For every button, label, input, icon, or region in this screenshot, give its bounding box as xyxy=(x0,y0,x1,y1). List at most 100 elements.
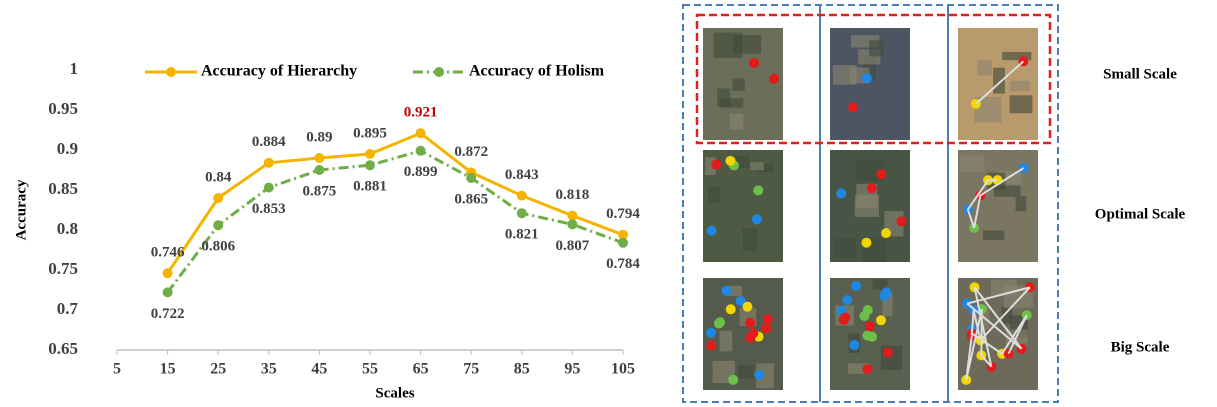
data-label: 0.807 xyxy=(556,238,590,254)
data-label: 0.806 xyxy=(201,239,235,255)
data-point xyxy=(567,211,577,221)
image-texture xyxy=(960,155,985,171)
y-tick-label: 0.7 xyxy=(57,299,79,318)
image-texture xyxy=(1010,95,1033,113)
key-point xyxy=(706,328,716,338)
key-point xyxy=(851,281,861,291)
key-point xyxy=(707,226,717,236)
key-point xyxy=(1019,163,1029,173)
data-point xyxy=(163,287,173,297)
x-tick-label: 15 xyxy=(160,361,176,378)
key-point xyxy=(761,323,771,333)
x-tick-label: 35 xyxy=(261,361,277,378)
data-point xyxy=(213,220,223,230)
y-tick-label: 0.65 xyxy=(48,339,78,358)
data-label: 0.818 xyxy=(556,187,590,203)
x-tick-label: 5 xyxy=(113,361,121,378)
data-label: 0.784 xyxy=(606,256,640,272)
page: Scales Accuracy 0.650.70.750.80.850.90.9… xyxy=(0,0,1217,407)
key-point xyxy=(867,183,877,193)
y-axis-title: Accuracy xyxy=(13,179,29,240)
x-tick-label: 65 xyxy=(413,361,429,378)
key-point xyxy=(711,160,721,170)
key-point xyxy=(706,340,716,350)
key-point xyxy=(863,305,873,315)
image-texture xyxy=(717,88,730,106)
key-point xyxy=(753,185,763,195)
key-point xyxy=(725,156,735,166)
key-point xyxy=(749,58,759,68)
data-point xyxy=(517,191,527,201)
y-tick-label: 0.85 xyxy=(48,179,78,198)
key-point xyxy=(842,295,852,305)
y-tick-label: 0.9 xyxy=(57,139,78,158)
key-point xyxy=(876,169,886,179)
key-point xyxy=(722,286,732,296)
data-point xyxy=(314,153,324,163)
legend-label: Accuracy of Holism xyxy=(469,63,605,80)
x-tick-label: 105 xyxy=(611,361,635,378)
y-tick-label: 0.75 xyxy=(48,259,78,278)
x-tick-label: 45 xyxy=(311,361,327,378)
image-texture xyxy=(835,238,856,258)
data-point xyxy=(213,193,223,203)
image-texture xyxy=(738,365,754,379)
key-point xyxy=(728,375,738,385)
image-texture xyxy=(855,195,879,217)
data-point xyxy=(618,238,628,248)
key-point xyxy=(769,74,779,84)
x-tick-label: 95 xyxy=(564,361,580,378)
data-point xyxy=(517,208,527,218)
image-texture xyxy=(708,186,720,203)
key-point xyxy=(840,313,850,323)
key-point xyxy=(862,331,872,341)
image-texture xyxy=(720,331,733,352)
image-texture xyxy=(732,78,744,90)
image-texture xyxy=(1010,81,1029,91)
legend-label: Accuracy of Hierarchy xyxy=(201,63,357,80)
key-point xyxy=(861,238,871,248)
row-label: Optimal Scale xyxy=(1095,206,1186,222)
image-texture xyxy=(714,33,743,58)
key-point xyxy=(881,287,891,297)
data-point xyxy=(314,165,324,175)
data-label: 0.884 xyxy=(252,134,286,150)
data-label: 0.881 xyxy=(353,179,387,195)
data-point xyxy=(365,149,375,159)
figure: Scales Accuracy 0.650.70.750.80.850.90.9… xyxy=(0,0,1217,407)
image-texture xyxy=(730,114,744,130)
x-tick-label: 85 xyxy=(514,361,530,378)
data-label: 0.794 xyxy=(606,206,640,222)
data-label: 0.872 xyxy=(454,144,488,160)
row-label: Big Scale xyxy=(1111,339,1170,355)
key-point xyxy=(883,348,893,358)
data-point xyxy=(264,183,274,193)
data-label: 0.843 xyxy=(505,167,539,183)
data-label: 0.853 xyxy=(252,201,286,217)
key-point xyxy=(748,328,758,338)
legend-marker xyxy=(166,67,176,77)
data-point xyxy=(416,128,426,138)
key-point xyxy=(752,214,762,224)
data-point xyxy=(264,158,274,168)
key-point xyxy=(862,73,872,83)
data-label: 0.899 xyxy=(404,164,438,180)
key-point xyxy=(848,102,858,112)
y-tick-label: 1 xyxy=(70,59,79,78)
series-line xyxy=(168,151,623,293)
data-label: 0.84 xyxy=(205,169,232,185)
row-label: Small Scale xyxy=(1103,66,1177,82)
key-point xyxy=(715,317,725,327)
key-point xyxy=(862,364,872,374)
key-point xyxy=(745,318,755,328)
data-point xyxy=(466,173,476,183)
data-point xyxy=(163,268,173,278)
data-label: 0.89 xyxy=(306,129,332,145)
data-label: 0.921 xyxy=(404,105,438,121)
key-point xyxy=(742,302,752,312)
data-label: 0.865 xyxy=(454,191,488,207)
legend-marker xyxy=(434,67,444,77)
x-tick-label: 55 xyxy=(362,361,378,378)
key-point xyxy=(836,188,846,198)
image-texture xyxy=(983,230,1004,240)
